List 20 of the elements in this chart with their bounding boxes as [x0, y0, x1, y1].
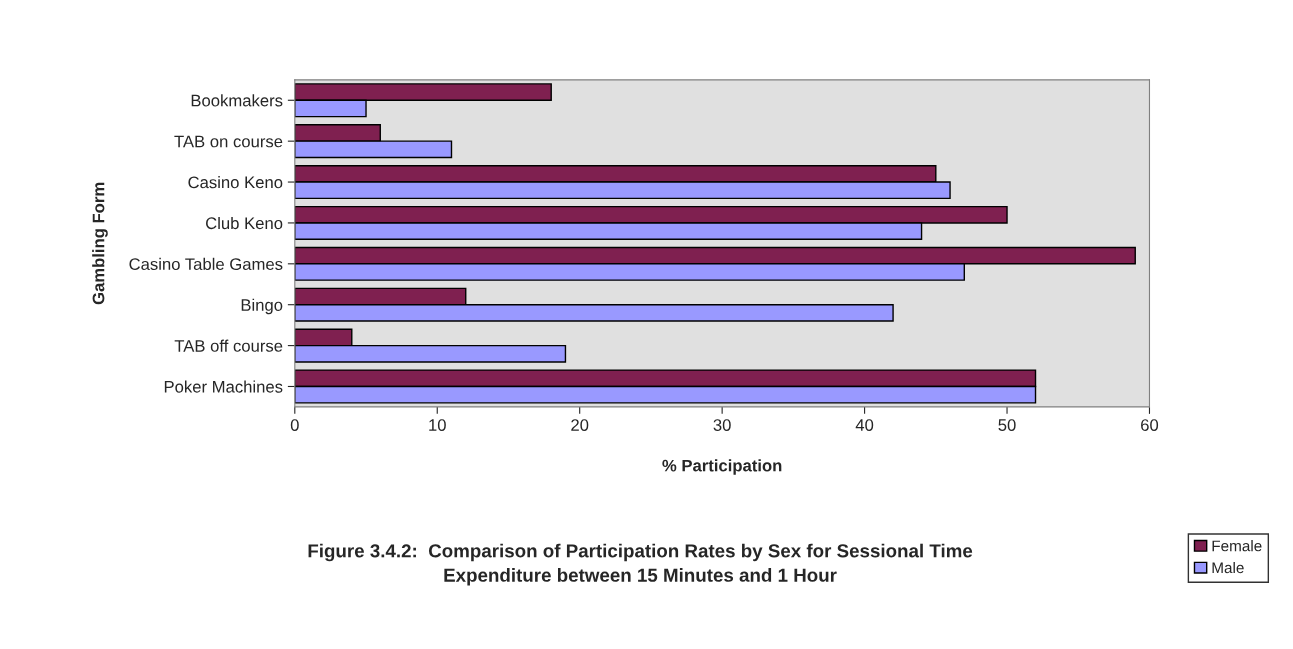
x-tick-label: 0	[290, 419, 299, 431]
x-tick-label: 60	[1141, 419, 1159, 431]
legend-label: Male	[1212, 561, 1244, 574]
x-tick-label: 30	[713, 419, 731, 431]
x-axis-title: % Participation	[662, 459, 782, 475]
y-tick-label: Bookmakers	[191, 94, 283, 107]
y-tick-label: TAB on course	[174, 135, 283, 148]
text: Figure 3.4.2: Comparison of Participation Rates by Sex for Sessional Time Expenditure between 15 Minutes and 1 Hour	[308, 543, 973, 586]
y-tick-label: Poker Machines	[164, 380, 283, 393]
x-tick-label: 20	[571, 419, 589, 431]
x-tick-label: 10	[429, 419, 446, 431]
x-tick-label: 40	[855, 419, 874, 431]
legend-label: Female	[1212, 540, 1262, 552]
y-axis-title: Gambling Form	[92, 182, 108, 305]
y-tick-label: TAB off course	[174, 339, 283, 352]
y-tick-label: Casino Table Games	[129, 257, 283, 271]
y-tick-label: Casino Keno	[188, 176, 283, 189]
y-tick-label: Club Keno	[206, 216, 283, 230]
x-tick-label: 50	[998, 419, 1016, 431]
y-tick-label: Bingo	[241, 298, 283, 315]
